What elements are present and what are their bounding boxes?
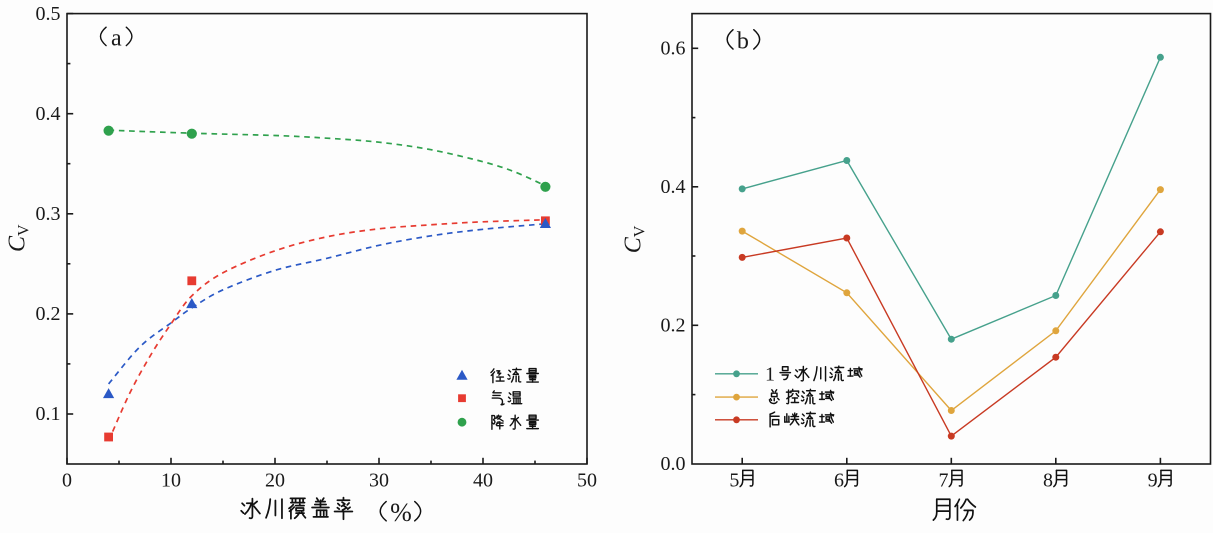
svg-text:0.4: 0.4 (661, 176, 686, 198)
svg-text:%: % (390, 498, 412, 527)
svg-text:0.2: 0.2 (36, 303, 61, 325)
svg-text:0.4: 0.4 (36, 103, 61, 125)
svg-text:8: 8 (1043, 469, 1053, 491)
svg-text:0.3: 0.3 (36, 203, 61, 225)
svg-text:0.6: 0.6 (661, 38, 686, 60)
svg-text:40: 40 (473, 469, 493, 491)
svg-text:b: b (737, 28, 749, 54)
svg-text:9: 9 (1148, 469, 1158, 491)
svg-text:7: 7 (939, 469, 949, 491)
svg-text:0.0: 0.0 (661, 453, 686, 475)
svg-text:50: 50 (577, 469, 597, 491)
svg-text:a: a (111, 25, 122, 51)
svg-text:20: 20 (265, 469, 285, 491)
svg-text:0.1: 0.1 (36, 403, 61, 425)
svg-text:6: 6 (834, 469, 844, 491)
svg-text:0: 0 (62, 469, 72, 491)
svg-text:1: 1 (765, 363, 775, 385)
svg-text:0.2: 0.2 (661, 315, 686, 337)
svg-text:10: 10 (161, 469, 181, 491)
svg-text:0.5: 0.5 (36, 3, 61, 25)
svg-text:5: 5 (729, 469, 739, 491)
svg-text:30: 30 (369, 469, 389, 491)
